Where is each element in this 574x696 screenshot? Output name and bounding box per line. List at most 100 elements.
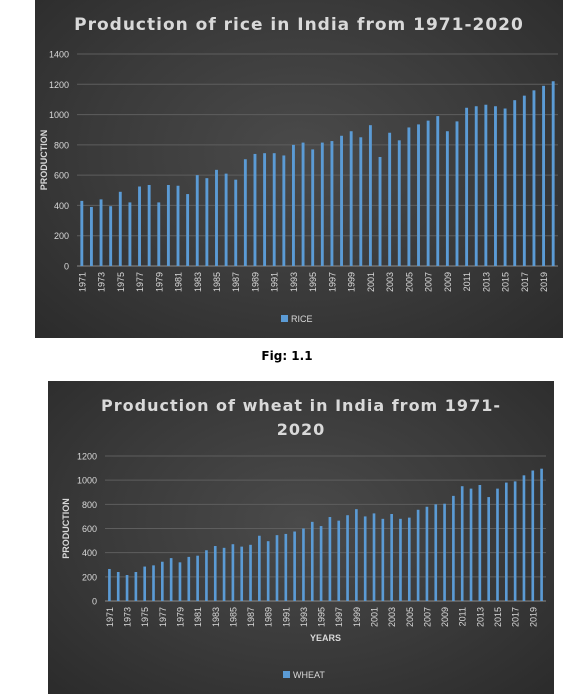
wheat-bar-1990 (276, 535, 279, 601)
rice-bar-1991 (273, 153, 276, 266)
wheat-x-axis-title: YEARS (310, 633, 341, 643)
rice-bar-1976 (128, 202, 131, 266)
wheat-x-tick-label: 2007 (422, 607, 432, 627)
rice-x-tick-label: 1991 (270, 272, 280, 292)
rice-x-tick-label: 2001 (366, 272, 376, 292)
rice-bar-1979 (157, 202, 160, 266)
wheat-legend-label: WHEAT (293, 670, 325, 680)
wheat-x-tick-label: 1999 (352, 607, 362, 627)
rice-bar-1992 (282, 155, 285, 266)
rice-x-tick-label: 1983 (193, 272, 203, 292)
wheat-bar-2013 (479, 485, 482, 601)
wheat-bar-1993 (302, 529, 305, 602)
wheat-x-tick-label: 1977 (158, 607, 168, 627)
figure-caption: Fig: 1.1 (0, 349, 574, 363)
wheat-bar-1978 (170, 558, 173, 601)
rice-x-tick-label: 1995 (308, 272, 318, 292)
wheat-x-tick-label: 1983 (211, 607, 221, 627)
wheat-y-tick-label: 800 (82, 500, 97, 510)
rice-bar-2004 (398, 140, 401, 266)
rice-legend-swatch (281, 315, 288, 322)
wheat-y-tick-label: 400 (82, 548, 97, 558)
rice-bar-1973 (100, 199, 103, 266)
rice-bar-1994 (302, 143, 305, 266)
wheat-bar-2018 (523, 475, 526, 601)
wheat-x-tick-label: 2009 (440, 607, 450, 627)
rice-x-tick-label: 2015 (501, 272, 511, 292)
rice-x-tick-label: 1971 (77, 272, 87, 292)
rice-bar-2003 (388, 133, 391, 266)
rice-x-tick-label: 1985 (212, 272, 222, 292)
rice-y-tick-label: 1400 (49, 50, 69, 60)
rice-y-tick-label: 800 (54, 140, 69, 150)
rice-x-tick-label: 2011 (462, 272, 472, 291)
wheat-x-tick-label: 2015 (493, 607, 503, 627)
wheat-bar-1972 (117, 572, 120, 601)
rice-bar-2015 (504, 109, 507, 266)
rice-bar-1996 (321, 143, 324, 266)
rice-x-tick-label: 1997 (327, 272, 337, 292)
wheat-bar-2006 (417, 510, 420, 601)
wheat-bar-2001 (373, 513, 376, 601)
rice-bar-1995 (311, 149, 314, 266)
rice-bar-1987 (234, 180, 237, 266)
rice-bar-1993 (292, 145, 295, 266)
rice-y-tick-label: 1000 (49, 110, 69, 120)
rice-bar-1997 (330, 141, 333, 266)
rice-bar-1989 (254, 154, 257, 266)
wheat-bar-1977 (161, 562, 164, 601)
rice-bar-1975 (119, 192, 122, 266)
wheat-bar-1973 (126, 575, 129, 601)
wheat-x-tick-label: 2001 (370, 607, 380, 627)
rice-bar-2013 (484, 105, 487, 266)
wheat-x-tick-label: 1991 (281, 607, 291, 627)
rice-bar-1982 (186, 194, 189, 266)
rice-bar-2017 (523, 96, 526, 266)
wheat-x-tick-label: 2005 (405, 607, 415, 627)
wheat-bar-2008 (434, 504, 437, 601)
wheat-bar-2002 (382, 519, 385, 601)
rice-y-tick-label: 0 (64, 262, 69, 272)
rice-bar-2005 (407, 127, 410, 266)
rice-bar-1972 (90, 207, 93, 266)
rice-x-tick-label: 1993 (289, 272, 299, 292)
rice-x-tick-label: 1979 (154, 272, 164, 292)
rice-bar-2011 (465, 108, 468, 266)
rice-bar-1977 (138, 187, 141, 267)
wheat-bar-1976 (152, 565, 155, 601)
wheat-bar-1985 (232, 544, 235, 601)
rice-bar-2008 (436, 116, 439, 266)
rice-x-tick-label: 2007 (424, 272, 434, 292)
wheat-y-tick-label: 1000 (77, 476, 97, 486)
wheat-bar-1992 (293, 532, 296, 601)
rice-chart-svg: Production of rice in India from 1971-20… (35, 0, 563, 338)
rice-bar-1998 (340, 136, 343, 266)
wheat-bar-1986 (240, 547, 243, 601)
rice-x-tick-label: 2005 (404, 272, 414, 292)
rice-bar-2012 (475, 106, 478, 266)
wheat-bar-2000 (364, 516, 367, 601)
wheat-bar-1979 (179, 562, 182, 601)
wheat-x-tick-label: 1971 (105, 607, 115, 627)
rice-bar-2014 (494, 106, 497, 266)
wheat-bar-1997 (337, 521, 340, 601)
rice-bar-1984 (205, 178, 208, 266)
wheat-y-tick-label: 600 (82, 524, 97, 534)
wheat-y-tick-label: 1200 (77, 452, 97, 462)
wheat-x-tick-label: 2011 (458, 607, 468, 626)
rice-x-tick-label: 1977 (135, 272, 145, 292)
wheat-bar-2016 (505, 483, 508, 601)
wheat-x-tick-label: 1985 (228, 607, 238, 627)
wheat-bar-2003 (390, 514, 393, 601)
wheat-bar-1988 (258, 536, 261, 601)
wheat-bar-2015 (496, 489, 499, 601)
rice-y-tick-label: 600 (54, 171, 69, 181)
rice-bar-1980 (167, 185, 170, 266)
rice-x-tick-label: 1999 (347, 272, 357, 292)
rice-bar-2009 (446, 131, 449, 266)
rice-bar-2019 (542, 86, 545, 266)
wheat-chart-title: Production of wheat in India from 1971- (101, 396, 501, 415)
wheat-bar-1971 (108, 569, 111, 601)
wheat-x-tick-label: 1993 (299, 607, 309, 627)
wheat-y-tick-label: 0 (92, 597, 97, 607)
